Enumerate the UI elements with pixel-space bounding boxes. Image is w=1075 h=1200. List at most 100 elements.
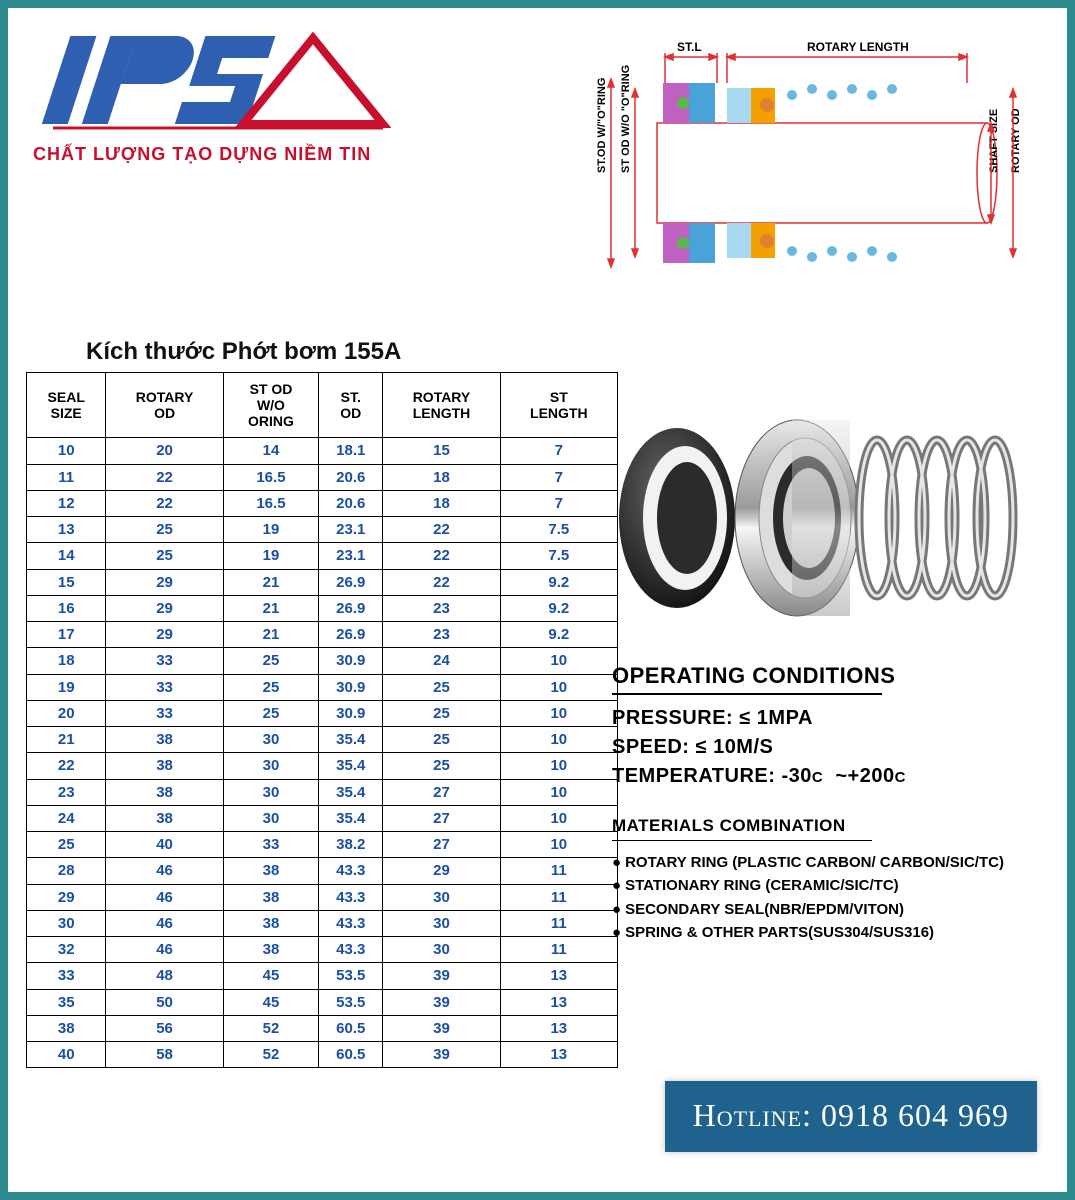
table-cell: 38.2 [319, 832, 383, 858]
table-cell: 40 [106, 832, 223, 858]
table-cell: 30 [223, 805, 318, 831]
table-cell: 19 [223, 543, 318, 569]
table-cell: 25 [223, 648, 318, 674]
table-cell: 23.1 [319, 543, 383, 569]
table-cell: 25 [106, 543, 223, 569]
table-row: 14251923.1227.5 [27, 543, 618, 569]
table-cell: 7.5 [500, 543, 617, 569]
table-cell: 30.9 [319, 674, 383, 700]
table-row: 33484553.53913 [27, 963, 618, 989]
table-cell: 35 [27, 989, 106, 1015]
table-title: Kích thước Phớt bơm 155A [86, 338, 618, 366]
table-cell: 14 [223, 438, 318, 464]
table-cell: 7 [500, 464, 617, 490]
table-cell: 52 [223, 1015, 318, 1041]
table-cell: 45 [223, 989, 318, 1015]
table-cell: 27 [383, 832, 500, 858]
logo-tagline: CHẤT LƯỢNG TẠO DỰNG NIỀM TIN [33, 144, 433, 165]
table-cell: 11 [500, 858, 617, 884]
table-row: 29463843.33011 [27, 884, 618, 910]
table-cell: 35.4 [319, 753, 383, 779]
table-cell: 53.5 [319, 989, 383, 1015]
hotline-label: Hotline: [693, 1097, 812, 1133]
table-cell: 26.9 [319, 622, 383, 648]
table-cell: 7.5 [500, 517, 617, 543]
table-cell: 22 [106, 464, 223, 490]
table-cell: 20.6 [319, 490, 383, 516]
materials-item: ●ROTARY RING (PLASTIC CARBON/ CARBON/SIC… [612, 851, 1032, 874]
table-cell: 25 [223, 700, 318, 726]
table-cell: 46 [106, 858, 223, 884]
pressure-label: PRESSURE: [612, 707, 733, 729]
table-cell: 52 [223, 1042, 318, 1068]
table-header-cell: ROTARYOD [106, 373, 223, 438]
materials-rule [612, 840, 872, 841]
table-cell: 29 [27, 884, 106, 910]
table-cell: 22 [106, 490, 223, 516]
table-cell: 21 [223, 569, 318, 595]
table-cell: 45 [223, 963, 318, 989]
table-cell: 46 [106, 937, 223, 963]
svg-text:SHAFT SIZE: SHAFT SIZE [988, 109, 1000, 173]
table-cell: 22 [383, 543, 500, 569]
svg-text:ST OD W/O "O"RING: ST OD W/O "O"RING [620, 65, 632, 173]
table-cell: 60.5 [319, 1042, 383, 1068]
table-cell: 19 [223, 517, 318, 543]
table-cell: 21 [223, 622, 318, 648]
pressure-value: ≤ 1MPA [739, 707, 813, 729]
table-row: 22383035.42510 [27, 753, 618, 779]
table-cell: 21 [223, 595, 318, 621]
technical-diagram: ST.L ROTARY LENGTH [567, 33, 1027, 313]
table-header-cell: SEALSIZE [27, 373, 106, 438]
table-cell: 33 [223, 832, 318, 858]
table-cell: 33 [106, 648, 223, 674]
table-cell: 21 [27, 727, 106, 753]
temperature-label: TEMPERATURE: [612, 765, 775, 787]
table-cell: 48 [106, 963, 223, 989]
table-header-cell: ST ODW/OORING [223, 373, 318, 438]
table-cell: 35.4 [319, 779, 383, 805]
table-cell: 38 [106, 805, 223, 831]
table-row: 38565260.53913 [27, 1015, 618, 1041]
table-cell: 29 [383, 858, 500, 884]
table-cell: 46 [106, 910, 223, 936]
svg-text:ST.OD W/"O"RING: ST.OD W/"O"RING [596, 78, 608, 173]
table-cell: 18 [383, 464, 500, 490]
table-row: 35504553.53913 [27, 989, 618, 1015]
table-cell: 13 [27, 517, 106, 543]
table-cell: 16.5 [223, 490, 318, 516]
table-cell: 33 [106, 700, 223, 726]
table-cell: 30.9 [319, 700, 383, 726]
table-row: 21383035.42510 [27, 727, 618, 753]
table-cell: 38 [106, 753, 223, 779]
table-row: 25403338.22710 [27, 832, 618, 858]
table-cell: 18.1 [319, 438, 383, 464]
table-row: 32463843.33011 [27, 937, 618, 963]
table-cell: 30.9 [319, 648, 383, 674]
table-cell: 22 [383, 569, 500, 595]
table-cell: 58 [106, 1042, 223, 1068]
table-cell: 26.9 [319, 569, 383, 595]
table-cell: 25 [383, 753, 500, 779]
table-cell: 39 [383, 1015, 500, 1041]
table-cell: 10 [500, 700, 617, 726]
table-row: 19332530.92510 [27, 674, 618, 700]
table-cell: 13 [500, 989, 617, 1015]
spec-table-block: Kích thước Phớt bơm 155A SEALSIZEROTARYO… [26, 338, 618, 1068]
table-cell: 24 [27, 805, 106, 831]
table-cell: 10 [500, 805, 617, 831]
table-cell: 29 [106, 595, 223, 621]
table-cell: 25 [223, 674, 318, 700]
temperature-line: TEMPERATURE: -30C ~+200C [612, 765, 1032, 788]
table-cell: 10 [500, 727, 617, 753]
table-row: 20332530.92510 [27, 700, 618, 726]
table-header-cell: ROTARYLENGTH [383, 373, 500, 438]
table-cell: 39 [383, 1042, 500, 1068]
table-cell: 23.1 [319, 517, 383, 543]
conditions-title: OPERATING CONDITIONS [612, 663, 1032, 689]
table-cell: 30 [383, 910, 500, 936]
temp-unit-1: C [812, 769, 823, 786]
table-row: 18332530.92410 [27, 648, 618, 674]
svg-text:ROTARY OD: ROTARY OD [1010, 108, 1022, 173]
table-header-cell: ST.OD [319, 373, 383, 438]
